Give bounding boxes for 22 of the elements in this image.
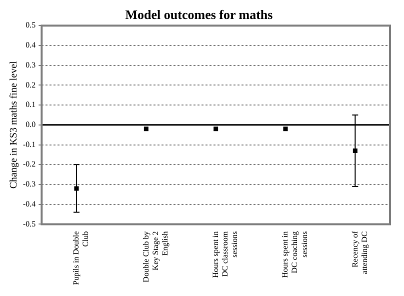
y-tick-label: -0.1 — [22, 140, 36, 149]
y-tick-label: -0.2 — [22, 160, 36, 169]
y-tick-label: 0.5 — [26, 20, 36, 30]
x-tick-label: Double Club by Key Stage 2 English — [141, 231, 170, 282]
chart-title: Model outcomes for maths — [125, 7, 273, 22]
point — [144, 126, 148, 132]
y-tick-label: -0.4 — [22, 199, 36, 208]
y-axis-title: Change in KS3 maths fine level — [8, 60, 20, 189]
point — [283, 126, 288, 132]
y-tick-label: 0.3 — [26, 60, 36, 70]
y-tick-label: 0.4 — [26, 40, 36, 50]
x-tick-label: Recency of attending DC — [350, 230, 369, 274]
x-tick-label: Hours spent in DC coaching sessions — [280, 231, 309, 278]
point — [214, 126, 218, 132]
y-tick-label: 0.0 — [26, 120, 36, 130]
y-tick-label: 0.2 — [26, 80, 36, 90]
y-tick-label: -0.5 — [22, 219, 36, 228]
y-tick-label: 0.1 — [26, 100, 36, 110]
point — [74, 186, 79, 191]
x-tick-label: Pupils in Double Club — [72, 230, 90, 285]
x-tick-label: Hours spent in DC classroom sessions — [210, 230, 240, 278]
y-tick-label: -0.3 — [22, 180, 36, 189]
